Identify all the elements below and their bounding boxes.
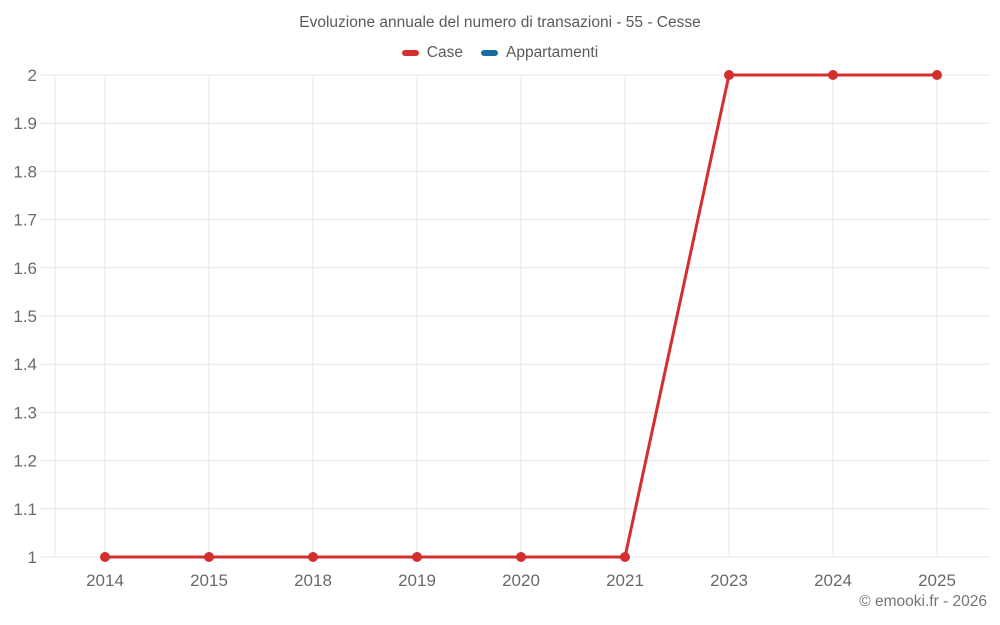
data-point-case-2018[interactable] bbox=[308, 552, 318, 562]
x-tick-label: 2023 bbox=[710, 571, 748, 590]
legend-item-appartamenti[interactable]: Appartamenti bbox=[480, 44, 599, 62]
legend-marker-appartamenti bbox=[480, 50, 498, 56]
data-point-case-2015[interactable] bbox=[204, 552, 214, 562]
y-tick-label: 1.9 bbox=[13, 114, 37, 133]
chart-title: Evoluzione annuale del numero di transaz… bbox=[299, 14, 701, 31]
x-tick-label: 2014 bbox=[86, 571, 124, 590]
y-tick-label: 1.1 bbox=[13, 500, 37, 519]
y-tick-label: 1.3 bbox=[13, 403, 37, 422]
data-point-case-2014[interactable] bbox=[100, 552, 110, 562]
x-tick-label: 2019 bbox=[398, 571, 436, 590]
legend-label: Appartamenti bbox=[505, 44, 599, 61]
x-tick-label: 2024 bbox=[814, 571, 852, 590]
copyright-text: © emooki.fr - 2026 bbox=[859, 593, 987, 610]
y-tick-label: 1.2 bbox=[13, 452, 37, 471]
x-tick-label: 2025 bbox=[918, 571, 956, 590]
y-tick-label: 1.5 bbox=[13, 307, 37, 326]
data-point-case-2023[interactable] bbox=[724, 70, 734, 80]
data-point-case-2025[interactable] bbox=[932, 70, 942, 80]
x-tick-label: 2015 bbox=[190, 571, 228, 590]
legend-marker-case bbox=[401, 50, 419, 56]
chart-legend: Case Appartamenti bbox=[0, 44, 1000, 62]
y-tick-label: 1 bbox=[28, 548, 37, 567]
y-tick-label: 1.8 bbox=[13, 162, 37, 181]
data-point-case-2021[interactable] bbox=[620, 552, 630, 562]
y-tick-label: 1.7 bbox=[13, 211, 37, 230]
legend-item-case[interactable]: Case bbox=[401, 44, 463, 62]
data-point-case-2024[interactable] bbox=[828, 70, 838, 80]
legend-label: Case bbox=[426, 44, 463, 61]
y-tick-label: 1.4 bbox=[13, 355, 37, 374]
y-tick-label: 1.6 bbox=[13, 259, 37, 278]
x-tick-label: 2018 bbox=[294, 571, 332, 590]
data-point-case-2019[interactable] bbox=[412, 552, 422, 562]
data-point-case-2020[interactable] bbox=[516, 552, 526, 562]
y-tick-label: 2 bbox=[28, 66, 37, 85]
x-tick-label: 2020 bbox=[502, 571, 540, 590]
x-tick-label: 2021 bbox=[606, 571, 644, 590]
